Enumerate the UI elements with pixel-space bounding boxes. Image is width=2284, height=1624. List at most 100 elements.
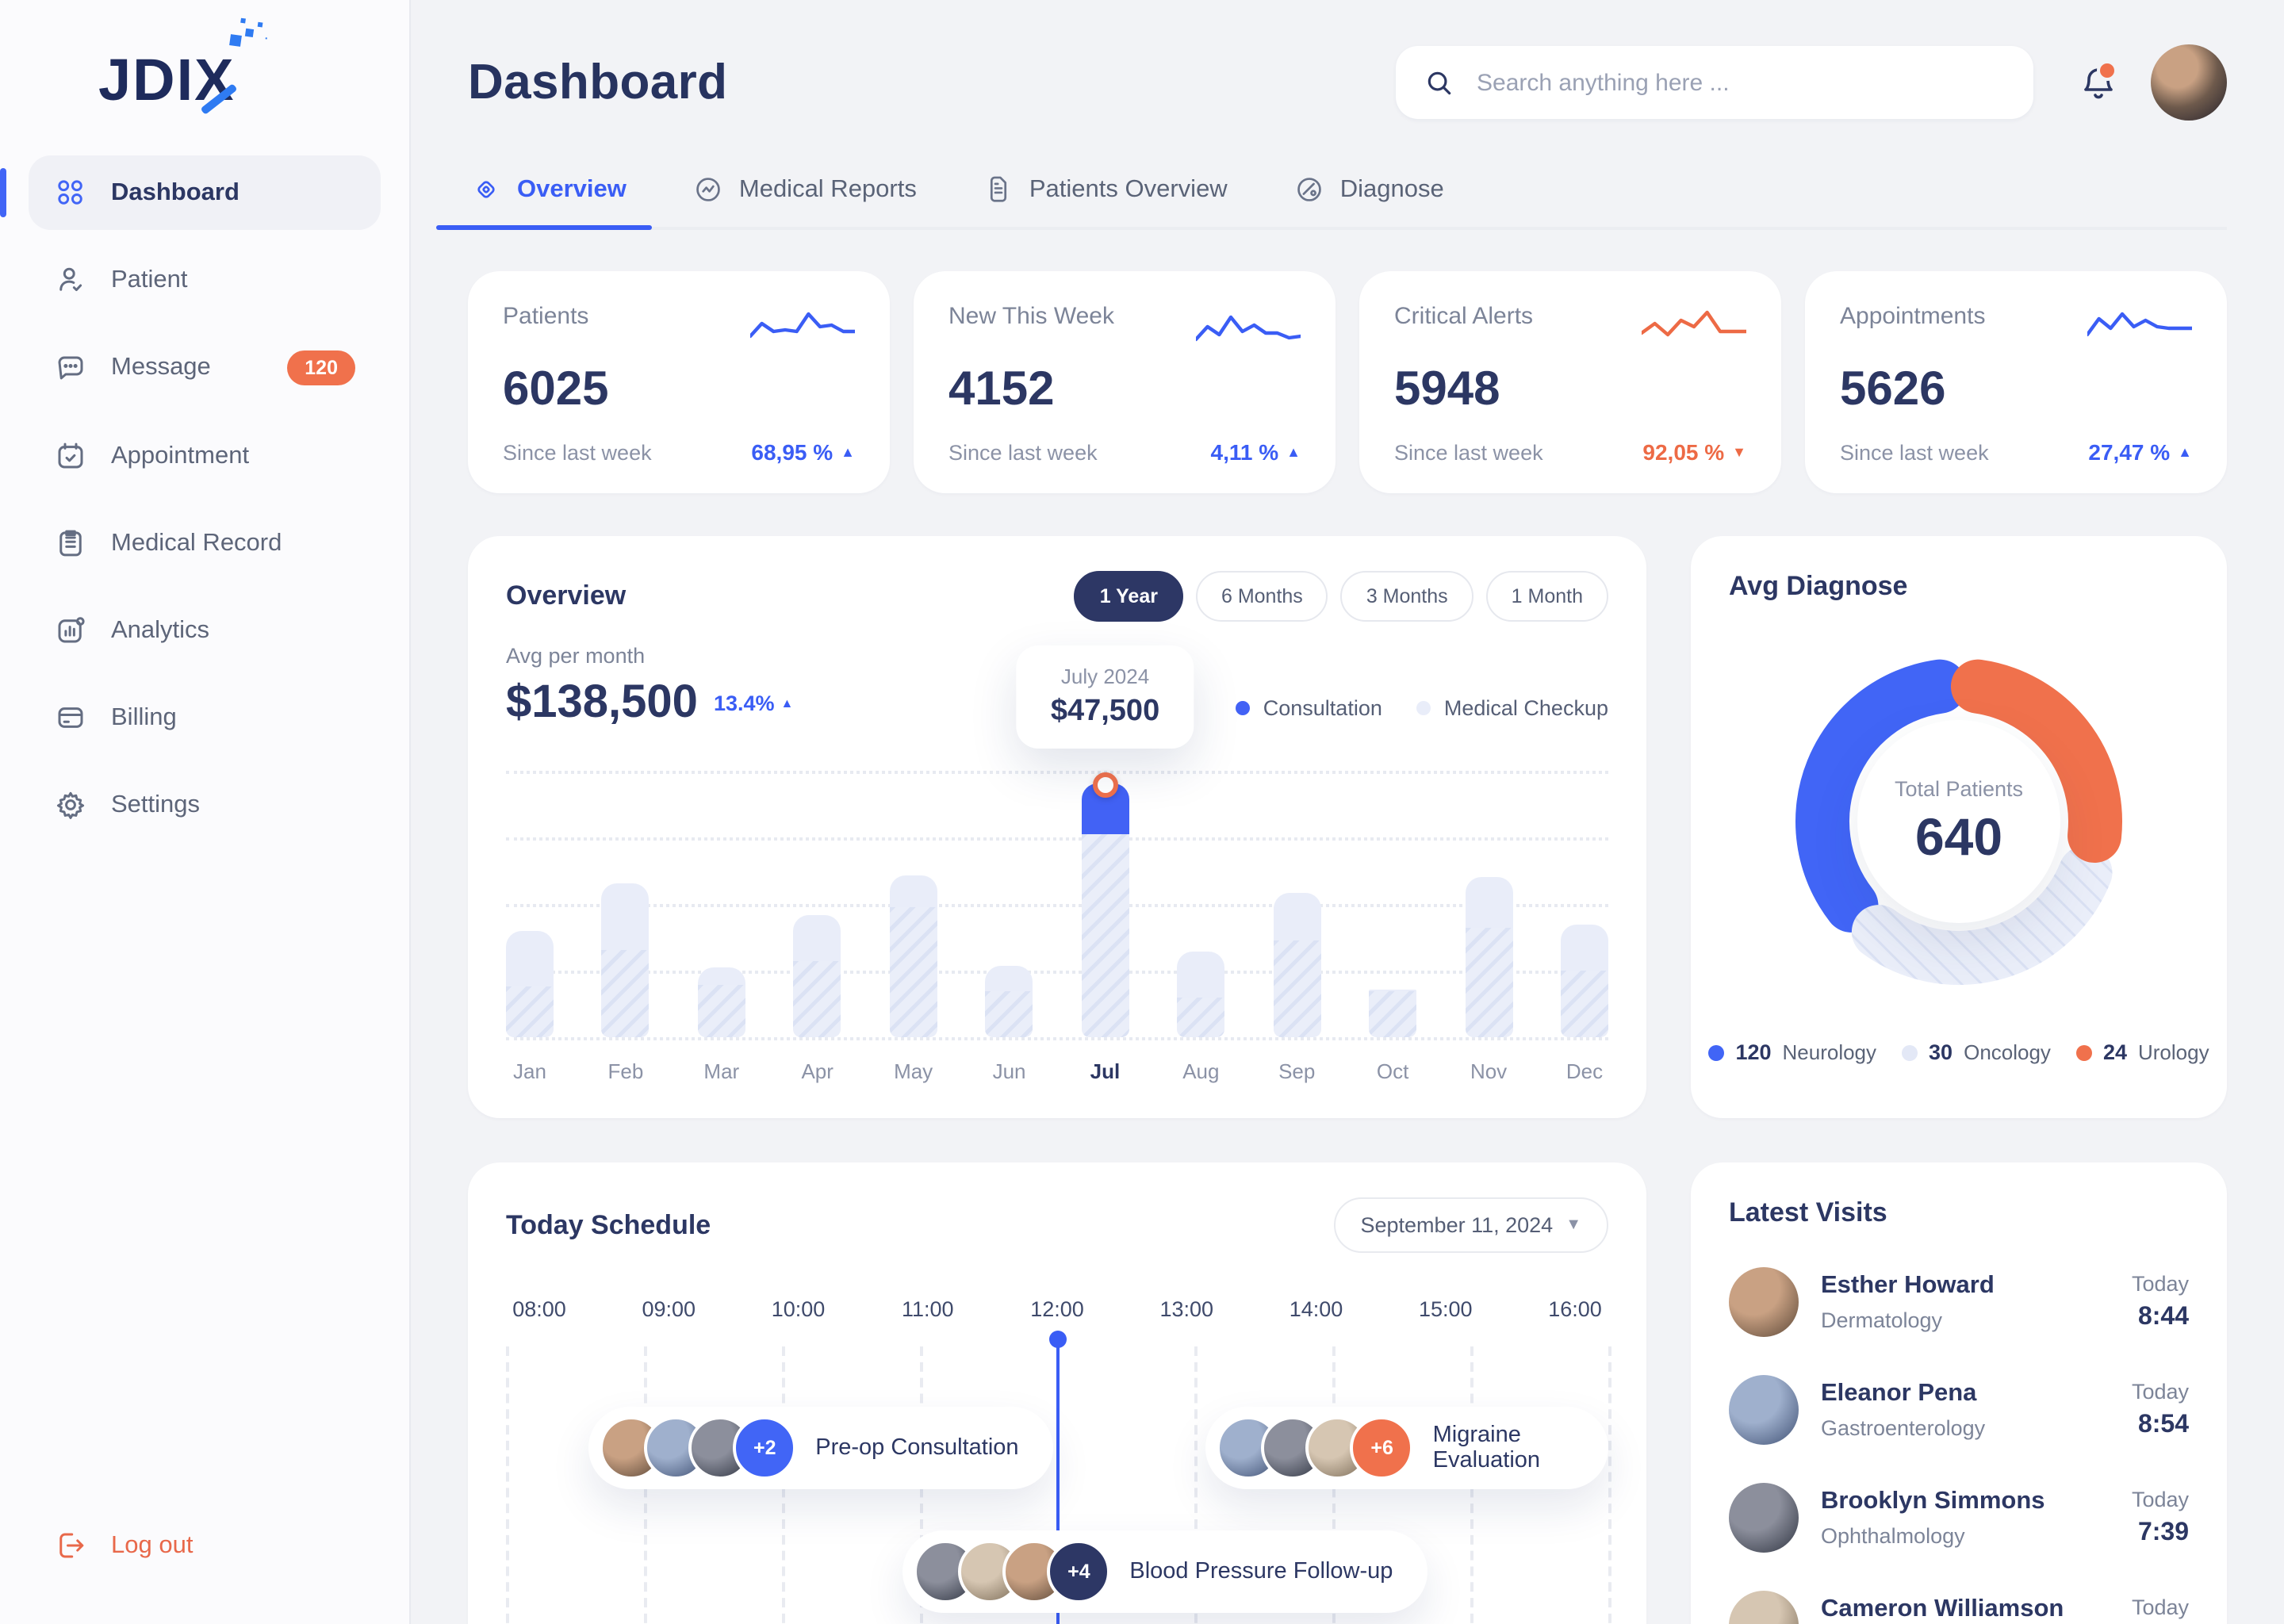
bar-column-jan[interactable] [506, 771, 554, 1037]
sidebar-item-billing[interactable]: Billing [29, 680, 381, 755]
legend-label: Urology [2138, 1040, 2209, 1064]
brand-logo: JDIX [29, 35, 381, 155]
sidebar-item-appointment[interactable]: Appointment [29, 419, 381, 493]
visit-row-eleanor-pena[interactable]: Eleanor Pena Gastroenterology Today 8:54 [1729, 1375, 2189, 1445]
sidebar-item-settings[interactable]: Settings [29, 768, 381, 842]
clipboard-icon [59, 530, 82, 557]
bar-column-aug[interactable] [1177, 771, 1225, 1037]
notifications-button[interactable] [2075, 59, 2122, 106]
range-1-year[interactable]: 1 Year [1074, 571, 1183, 622]
selected-bar-marker-icon [1092, 772, 1118, 799]
event-migraine-evaluation[interactable]: +6 Migraine Evaluation [1205, 1407, 1608, 1489]
bar-column-feb[interactable] [601, 771, 650, 1037]
diagnose-icon [1297, 178, 1321, 201]
range-3-months[interactable]: 3 Months [1340, 571, 1473, 622]
tab-overview[interactable]: Overview [436, 174, 652, 230]
bar-column-nov[interactable] [1465, 771, 1513, 1037]
bar-segment-top [1273, 893, 1321, 941]
donut-segment-oncology[interactable] [1851, 845, 2113, 985]
page-title: Dashboard [468, 54, 728, 109]
tooltip-value: $47,500 [1050, 695, 1160, 729]
search-input[interactable] [1473, 67, 2005, 98]
bar-column-apr[interactable] [793, 771, 841, 1037]
bar-column-dec[interactable] [1560, 771, 1608, 1037]
event-avatars: +4 [914, 1540, 1111, 1603]
bottom-row: Today Schedule September 11, 2024 ▼ 08:0… [468, 1162, 2227, 1624]
diagnose-donut-chart: Total Patients 640 [1781, 644, 2136, 999]
bar-column-mar[interactable] [697, 771, 745, 1037]
middle-row: Overview 1 Year 6 Months 3 Months 1 Month A… [468, 536, 2227, 1118]
visit-time-block: Today 7:39 [2132, 1488, 2189, 1548]
bar-segment-hatched [889, 907, 937, 1037]
stat-label: New This Week [948, 303, 1114, 330]
current-time-line [1056, 1337, 1059, 1624]
bar-column-sep[interactable] [1273, 771, 1321, 1037]
schedule-canvas: +2 Pre-op Consultation +6 Migraine Evaluati… [506, 1337, 1611, 1624]
bar-column-may[interactable] [889, 771, 937, 1037]
visit-time-block: Today12:23 [2124, 1595, 2189, 1624]
visit-row-esther-howard[interactable]: Esther Howard Dermatology Today 8:44 [1729, 1267, 2189, 1337]
latest-visits-panel: Latest Visits Esther Howard Dermatology To… [1691, 1162, 2227, 1624]
today-schedule-panel: Today Schedule September 11, 2024 ▼ 08:0… [468, 1162, 1646, 1624]
bar-column-jul[interactable] [1081, 771, 1129, 1037]
logout-button[interactable]: Log out [29, 1508, 381, 1583]
event-pre-op-consultation[interactable]: +2 Pre-op Consultation [588, 1407, 1054, 1489]
event-blood-pressure-follow-up[interactable]: +4 Blood Pressure Follow-up [902, 1530, 1428, 1613]
search-icon [1428, 71, 1451, 94]
bar-segment-top [985, 965, 1033, 992]
tab-patients-overview[interactable]: Patients Overview [980, 174, 1231, 227]
bar-apr [793, 914, 841, 1037]
tab-label: Patients Overview [1029, 175, 1228, 202]
user-avatar[interactable] [2151, 44, 2227, 121]
bar-column-jun[interactable] [985, 771, 1033, 1037]
donut-segment-neurology[interactable] [1795, 659, 1968, 933]
tab-diagnose[interactable]: Diagnose [1291, 174, 1447, 227]
stat-delta: 4,11 % ▲ [1211, 439, 1301, 465]
search-bar[interactable] [1396, 46, 2033, 119]
stat-label: Patients [503, 303, 589, 330]
visit-row-cameron-williamson[interactable]: Cameron WilliamsonRheumatology Today12:23 [1729, 1591, 2189, 1624]
visit-day: Today [2131, 1380, 2189, 1404]
legend-label: Consultation [1263, 696, 1382, 720]
sidebar-item-medical-record[interactable]: Medical Record [29, 506, 381, 580]
stat-footer: Since last week 68,95 % ▲ [503, 439, 855, 465]
bar-column-oct[interactable] [1369, 771, 1417, 1037]
bar-nov [1465, 877, 1513, 1037]
donut-segment-urology[interactable] [1950, 659, 2122, 863]
stat-card-top: Patients [503, 303, 855, 354]
diagnose-title: Avg Diagnose [1729, 571, 1908, 601]
visit-info: Cameron WilliamsonRheumatology [1821, 1595, 2102, 1624]
sidebar-item-dashboard[interactable]: Dashboard [0, 155, 381, 230]
sidebar-item-analytics[interactable]: Analytics [29, 593, 381, 668]
up-arrow-icon: ▲ [780, 696, 794, 710]
chevron-down-icon: ▼ [1565, 1216, 1581, 1234]
range-1-month[interactable]: 1 Month [1485, 571, 1608, 622]
time-label-14-00: 14:00 [1289, 1297, 1343, 1321]
diagnose-legend-neurology: 120 Neurology [1708, 1040, 1876, 1064]
stat-delta-value: 27,47 % [2088, 439, 2171, 465]
bar-segment-hatched [697, 985, 745, 1037]
sidebar-item-label: Message [111, 354, 211, 381]
schedule-date-dropdown[interactable]: September 11, 2024 ▼ [1333, 1197, 1608, 1253]
legend-item-consultation: Consultation [1236, 696, 1382, 720]
stat-since-label: Since last week [503, 440, 652, 464]
tab-medical-reports[interactable]: Medical Reports [690, 174, 920, 227]
down-arrow-icon: ▼ [1732, 444, 1746, 460]
donut-center-value: 640 [1914, 806, 2003, 865]
chat-icon [58, 355, 83, 379]
sidebar-item-message[interactable]: Message 120 [29, 330, 381, 406]
sidebar-item-label: Settings [111, 791, 201, 818]
sidebar-item-patient[interactable]: Patient [29, 243, 381, 317]
visit-row-brooklyn-simmons[interactable]: Brooklyn Simmons Ophthalmology Today 7:39 [1729, 1483, 2189, 1553]
month-axis: Jan Feb Mar Apr May Jun Jul Aug Sep Oct Nov Dec [506, 1059, 1608, 1083]
bar-segment-hatched [1369, 990, 1417, 1037]
time-axis: 08:00 09:00 10:00 11:00 12:00 13:00 14:00 15:00… [506, 1297, 1608, 1321]
month-label-dec: Dec [1565, 1059, 1604, 1083]
range-6-months[interactable]: 6 Months [1195, 571, 1328, 622]
analytics-icon [58, 617, 85, 643]
month-label-may: May [894, 1059, 933, 1083]
bar-segment-top [697, 967, 745, 986]
avatar [1729, 1483, 1799, 1553]
chart-gridline [506, 971, 1608, 974]
